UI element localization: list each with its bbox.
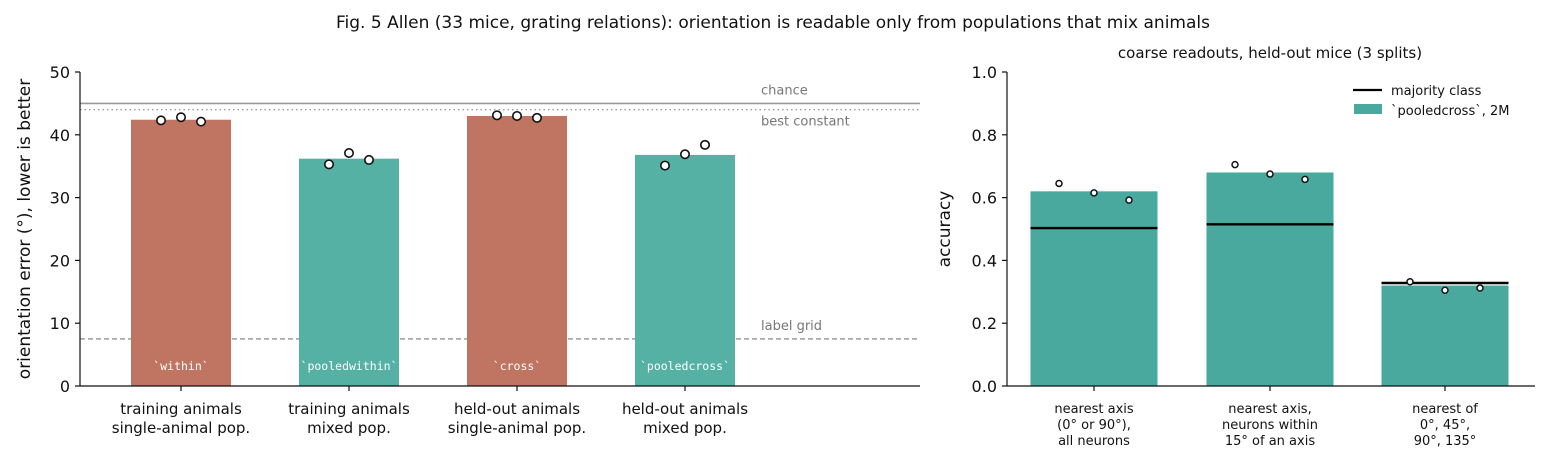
axes [79, 72, 920, 391]
y-tick-label-20: 20 [50, 251, 70, 270]
x-tick-label-3: nearest of 0°, 45°, 90°, 135° [1412, 402, 1478, 449]
bar-2 [1206, 172, 1334, 386]
y-tick-label-0.0: 0.0 [972, 377, 997, 396]
bars [1030, 172, 1509, 386]
x-tick-label-1: training animals single-animal pop. [112, 400, 250, 437]
y-tick-label-30: 30 [50, 189, 70, 208]
right-panel: coarse readouts, held-out mice (3 splits… [935, 44, 1535, 449]
point-3-3 [1476, 284, 1484, 292]
bar-4 [635, 154, 735, 386]
point-2-3 [363, 154, 374, 165]
bar-2 [299, 158, 399, 386]
point-2-2 [1266, 170, 1274, 178]
ref-label-label-grid: label grid [761, 319, 822, 334]
point-2-1 [323, 159, 334, 170]
left-panel: orientation error (°), lower is better c… [15, 63, 920, 437]
figure-title: Fig. 5 Allen (33 mice, grating relations… [336, 13, 1210, 33]
point-4-2 [679, 149, 690, 160]
data-points [1055, 160, 1484, 294]
legend-pooledcross-swatch [1354, 104, 1382, 114]
bar-1 [131, 119, 231, 386]
bar-label-1: `within` [153, 359, 208, 373]
point-1-1 [1055, 179, 1063, 188]
bars: `within` `pooledwithin` `cross` `pooledcros… [131, 115, 735, 387]
y-tick-label-0.4: 0.4 [972, 251, 997, 270]
x-tick-label-2: training animals mixed pop. [288, 400, 410, 437]
y-ticks: 0.0 0.2 0.4 0.6 0.8 1.0 [972, 63, 1007, 396]
bar-label-4: `pooledcross` [640, 359, 730, 373]
ref-label-chance: chance [761, 83, 808, 98]
point-1-1 [156, 115, 167, 126]
point-3-2 [511, 110, 522, 121]
x-tick-labels: nearest axis (0° or 90°), all neurons neare… [1054, 402, 1478, 449]
legend-majority-label: majority class [1391, 84, 1482, 99]
ref-label-best-constant: best constant [761, 115, 850, 130]
bar-label-3: `cross` [493, 359, 541, 373]
bar-3 [1381, 285, 1509, 386]
left-ylabel: orientation error (°), lower is better [15, 79, 35, 379]
bar-1 [1030, 191, 1158, 386]
axes [1006, 72, 1535, 391]
right-ylabel: accuracy [935, 191, 955, 268]
legend-pooledcross-label: `pooledcross`, 2M [1391, 104, 1509, 119]
bar-3 [467, 115, 567, 387]
y-tick-label-40: 40 [50, 126, 70, 145]
y-tick-label-0.6: 0.6 [972, 189, 997, 208]
point-1-3 [1125, 196, 1133, 204]
y-tick-label-0: 0 [60, 377, 70, 396]
point-3-2 [1441, 286, 1449, 294]
x-tick-label-3: held-out animals single-animal pop. [448, 400, 586, 437]
point-2-2 [343, 148, 354, 159]
point-3-1 [491, 110, 502, 121]
right-title: coarse readouts, held-out mice (3 splits… [1118, 44, 1422, 62]
legend: majority class `pooledcross`, 2M [1353, 84, 1509, 119]
point-4-1 [659, 160, 670, 171]
point-1-2 [176, 112, 187, 123]
x-tick-label-1: nearest axis (0° or 90°), all neurons [1054, 402, 1134, 449]
data-points [156, 110, 710, 171]
point-4-3 [699, 139, 710, 150]
y-tick-label-0.2: 0.2 [972, 314, 997, 333]
y-tick-label-50: 50 [50, 63, 70, 82]
point-3-1 [1406, 278, 1414, 286]
point-3-3 [531, 112, 542, 123]
point-2-3 [1301, 175, 1309, 184]
x-tick-label-4: held-out animals mixed pop. [622, 400, 748, 437]
majority-lines [1030, 223, 1509, 285]
x-tick-labels: training animals single-animal pop. traini… [112, 400, 748, 437]
bar-label-2: `pooledwithin` [301, 359, 398, 373]
point-1-2 [1090, 189, 1098, 197]
point-2-1 [1231, 160, 1239, 169]
y-tick-label-0.8: 0.8 [972, 126, 997, 145]
y-tick-label-10: 10 [50, 314, 70, 333]
y-tick-label-1.0: 1.0 [972, 63, 997, 82]
y-ticks: 0 10 20 30 40 50 [50, 63, 80, 396]
point-1-3 [196, 116, 207, 127]
x-tick-label-2: nearest axis, neurons within 15° of an axi… [1222, 402, 1318, 449]
